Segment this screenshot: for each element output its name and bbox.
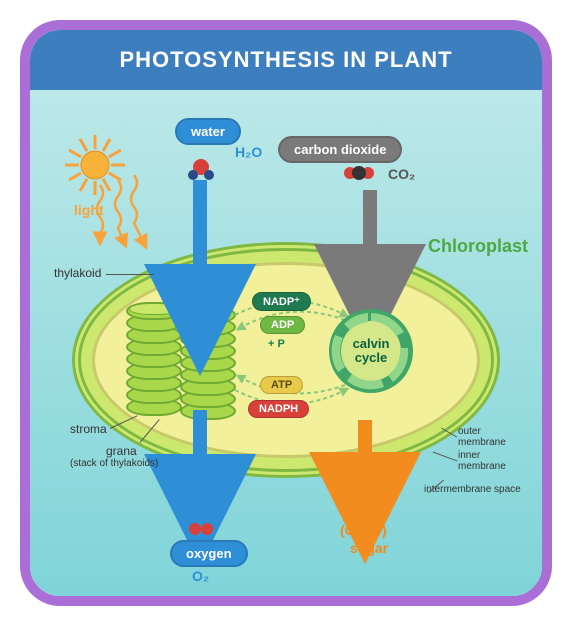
diagram-canvas: light [30,90,542,596]
atp-pill: ATP [260,376,303,394]
sugar-formula: (CH₂O) [340,522,387,538]
light-label: light [74,202,104,218]
water-molecule-icon [188,158,214,180]
sugar-label: sugar [350,540,388,556]
co2-formula: CO₂ [388,166,415,182]
inner-membrane-label: inner membrane [458,450,518,472]
sun-icon [60,130,130,200]
co2-pill: carbon dioxide [278,136,402,163]
diagram-frame: PHOTOSYNTHESIS IN PLANT light [20,20,552,606]
thylakoid-label: thylakoid [54,266,101,280]
oxygen-formula: O₂ [192,568,209,584]
title-text: PHOTOSYNTHESIS IN PLANT [119,47,452,73]
nadph-pill: NADPH [248,400,309,418]
co2-molecule-icon [342,164,376,182]
water-formula: H₂O [235,144,262,160]
water-pill: water [175,118,241,145]
p-label: + P [268,338,285,350]
adp-pill: ADP [260,316,305,334]
calvin-text-top: calvin [353,336,390,351]
calvin-cycle: calvincycle [332,312,410,390]
grana-sub-label: (stack of thylakoids) [70,458,158,469]
oxygen-molecule-icon [188,522,214,536]
title-bar: PHOTOSYNTHESIS IN PLANT [30,30,542,90]
stroma-label: stroma [70,422,107,436]
chloroplast-label: Chloroplast [428,236,528,257]
intermembrane-label: intermembrane space [424,484,524,495]
oxygen-pill: oxygen [170,540,248,567]
calvin-text-bottom: cycle [355,350,388,365]
grana-label: grana [106,444,137,458]
nadp-pill: NADP⁺ [252,292,311,311]
outer-membrane-label: outer membrane [458,426,518,448]
